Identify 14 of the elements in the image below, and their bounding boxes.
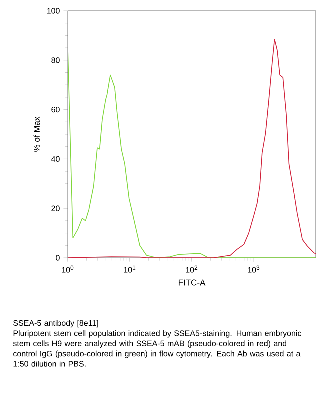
y-tick-label: 0 [56,255,60,261]
x-axis-title: FITC-A [178,280,206,286]
y-tick-label: 100 [47,8,60,14]
x-tick-label: 10$^{0}$ [62,266,74,273]
x-tick-label: 10$^{1}$ [124,266,136,273]
y-tick-label: 40 [51,156,60,162]
y-tick-label: 80 [52,58,60,64]
y-axis-title: % of Max [34,116,40,152]
x-tick-label: 10$^{3}$ [248,266,260,273]
y-tick-label: 60 [52,106,60,113]
y-tick-label: 20 [52,206,60,212]
x-tick-label: 10$^{2}$ [186,266,198,273]
text: Pluripotent stem cell population indicated by SSEA5-staining. Human embryonic stem cells H9 were analyzed with SSEA-5 mAB (pseudo-colored in red) and control IgG (pseudo-colored in green) in flow cytometry. Each Ab was used at a 1:50 dilution in PBS. [13,330,302,367]
text: SSEA-5 antibody [8e11] [14,320,98,328]
